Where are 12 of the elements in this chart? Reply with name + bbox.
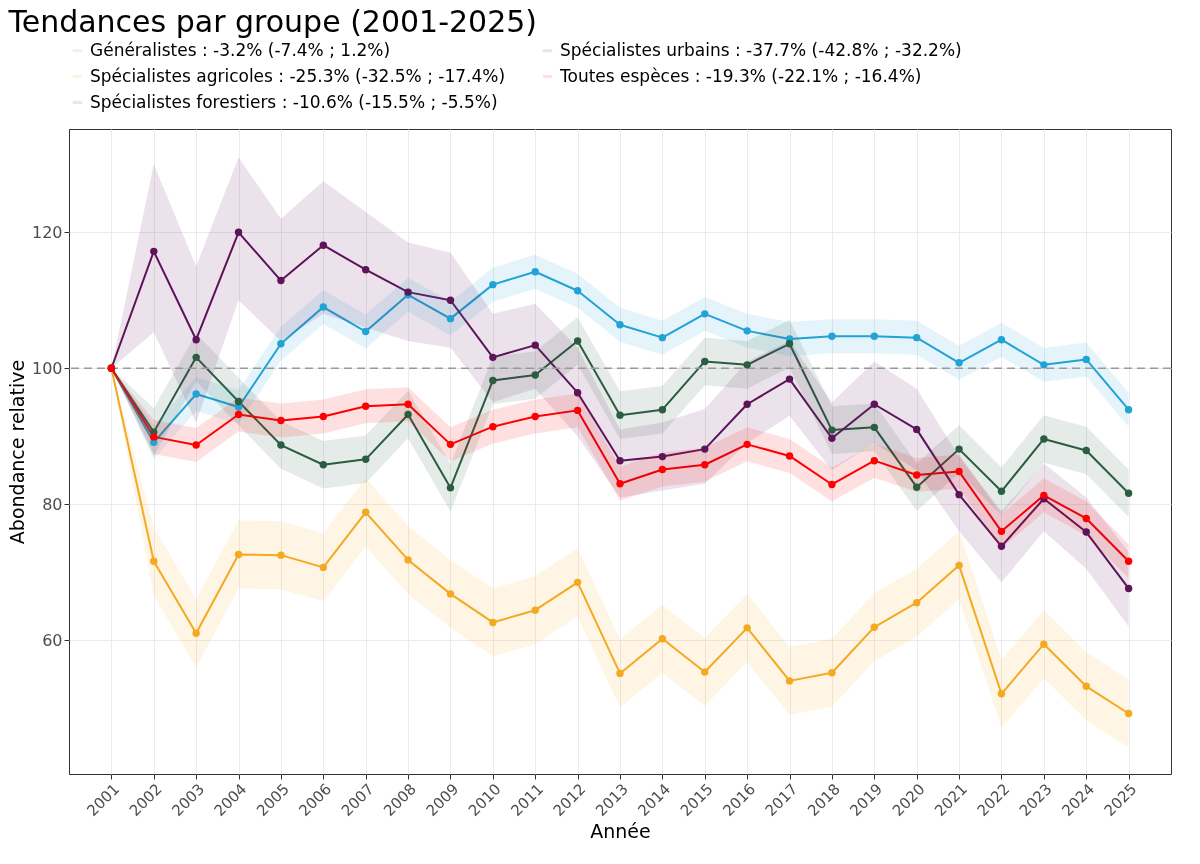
y-tick-label: 60 — [42, 630, 63, 650]
chart-title: Tendances par groupe (2001-2025) — [7, 4, 538, 39]
legend-label: Spécialistes agricoles : -25.3% (-32.5% ; -17.4%) — [90, 65, 506, 86]
legend-label: Toutes espèces : -19.3% (-22.1% ; -16.4%) — [559, 65, 922, 86]
y-tick-label: 100 — [31, 358, 63, 378]
x-axis-title: Année — [590, 820, 651, 843]
legend-label: Généralistes : -3.2% (-7.4% ; 1.2%) — [90, 39, 391, 60]
y-tick-label: 80 — [42, 494, 63, 514]
y-axis-title: Abondance relative — [5, 359, 28, 545]
legend-label: Spécialistes urbains : -37.7% (-42.8% ; -32.2%) — [560, 39, 962, 60]
legend-label: Spécialistes forestiers : -10.6% (-15.5% ; -5.5%) — [90, 91, 498, 112]
y-tick-label: 120 — [31, 222, 63, 242]
